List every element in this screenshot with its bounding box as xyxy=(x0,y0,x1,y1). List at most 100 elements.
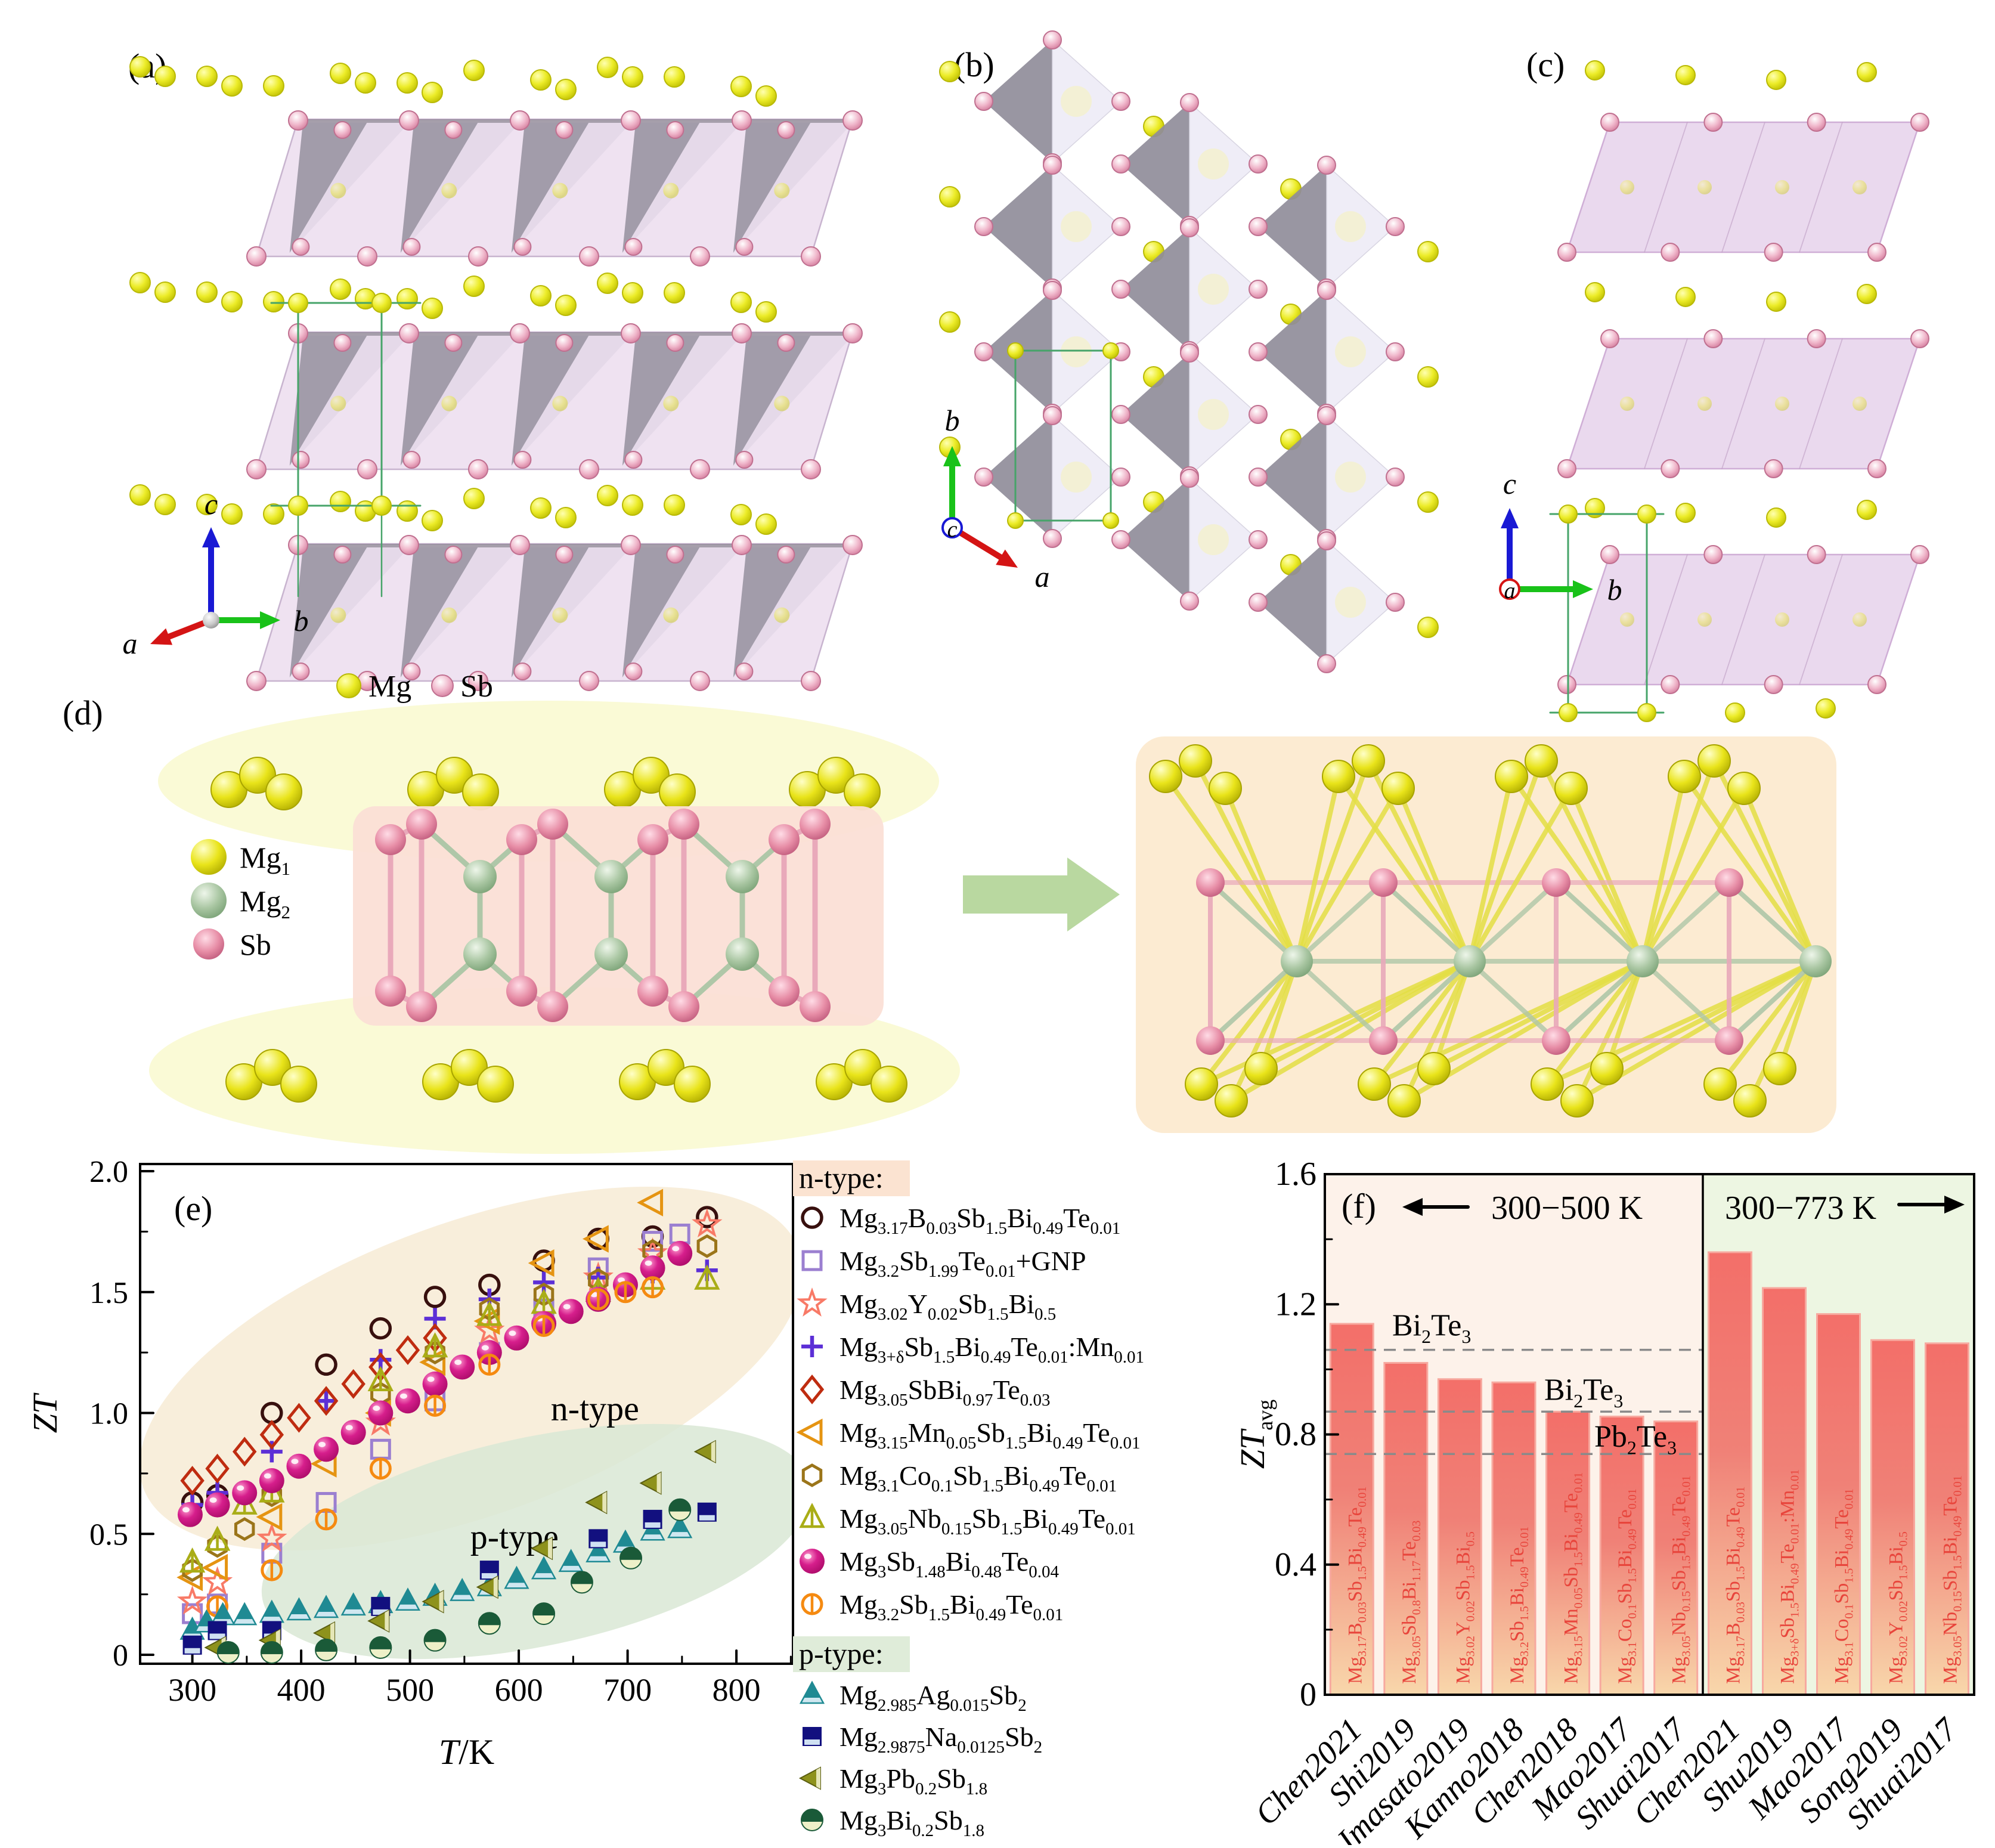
atom-sphere xyxy=(1542,1026,1570,1055)
atom-sphere xyxy=(1386,342,1405,361)
atom-sphere xyxy=(1600,113,1619,132)
atom-sphere xyxy=(777,121,795,139)
atom-sphere xyxy=(1675,503,1696,523)
marker-circle-vline-open xyxy=(261,1559,283,1581)
atom-sphere xyxy=(774,395,790,411)
bond-line xyxy=(1742,786,1818,964)
bond-line xyxy=(1718,959,1818,1086)
atom-sphere xyxy=(777,546,795,564)
atom-sphere xyxy=(1111,92,1130,111)
atom-sphere xyxy=(1703,113,1723,132)
legend-mg-label: Mg xyxy=(368,670,411,704)
atom-sphere xyxy=(1590,1052,1624,1085)
atom-sphere xyxy=(732,535,752,555)
y-tick-label: 0.8 xyxy=(1275,1416,1316,1453)
marker-plus xyxy=(801,1336,823,1357)
atom-sphere xyxy=(1180,218,1199,237)
marker-tri-up-half xyxy=(640,1517,665,1541)
atom-sphere xyxy=(594,860,628,893)
atom-sphere xyxy=(1043,406,1062,425)
atom-sphere xyxy=(1557,675,1576,694)
x-tick-label: 800 xyxy=(712,1672,761,1708)
atom-sphere xyxy=(330,395,346,411)
atom-sphere xyxy=(1111,468,1130,487)
series-13 xyxy=(216,1498,692,1664)
atom-sphere xyxy=(336,673,361,698)
marker-sphere xyxy=(504,1325,529,1351)
atom-sphere xyxy=(1007,342,1024,359)
atom-sphere xyxy=(666,546,684,564)
marker-star-open xyxy=(256,1522,287,1552)
atom-sphere xyxy=(1675,65,1696,85)
marker-tri-left-filled xyxy=(798,1766,821,1790)
atom-sphere xyxy=(1249,342,1268,361)
atom-sphere xyxy=(1317,654,1336,673)
atom-sphere xyxy=(1358,1067,1391,1101)
atom-sphere xyxy=(129,484,151,506)
atom-sphere xyxy=(129,56,151,78)
atom-sphere xyxy=(1215,1084,1248,1118)
atom-sphere xyxy=(333,334,352,352)
marker-tri-left-filled xyxy=(367,1609,390,1633)
marker-sphere xyxy=(259,1468,284,1494)
marker-tri-left-open xyxy=(582,1225,609,1253)
atom-sphere xyxy=(1209,772,1242,805)
marker-sphere xyxy=(177,1502,203,1527)
atom-sphere xyxy=(800,809,831,840)
legend-header: n-type: xyxy=(799,1161,884,1194)
marker-plus xyxy=(261,1441,283,1463)
atom-sphere xyxy=(263,75,284,97)
x-tick-label: 600 xyxy=(495,1672,543,1708)
atom-sphere xyxy=(196,281,218,303)
atom-sphere xyxy=(506,824,537,855)
atom-sphere xyxy=(1249,593,1268,612)
marker-plus xyxy=(315,1390,337,1412)
atom-sphere xyxy=(1180,592,1199,611)
polyhedra-diamond xyxy=(1249,406,1439,548)
atom-sphere xyxy=(939,61,961,82)
atom-sphere xyxy=(1249,468,1268,487)
atom-sphere xyxy=(451,1049,488,1086)
d-legend-label: Mg2 xyxy=(240,884,290,923)
atom-sphere xyxy=(666,334,684,352)
marker-tri-left-open xyxy=(637,1188,664,1216)
atom-sphere xyxy=(402,238,421,256)
bond-line xyxy=(1748,959,1818,1103)
marker-tri-up-half xyxy=(232,1602,258,1626)
atom-sphere xyxy=(624,451,643,469)
marker-tri-up-half xyxy=(799,1680,825,1704)
slab-c xyxy=(1557,113,1929,262)
bond-line xyxy=(1259,959,1472,1071)
y-tick-label: 2.0 xyxy=(89,1155,128,1189)
bond-line xyxy=(1381,880,1472,964)
unit-cell-b xyxy=(1007,342,1119,529)
bond-line xyxy=(1604,959,1645,1071)
bar-Imasato2019 xyxy=(1437,1378,1482,1696)
bar-formula-label: Mg3.2Sb1.5Bi0.49Te0.01 xyxy=(1507,1527,1531,1684)
marker-diamond-open xyxy=(395,1335,420,1366)
atom-sphere xyxy=(726,937,759,971)
marker-star-open xyxy=(692,1208,723,1238)
atom-sphere xyxy=(1637,703,1656,722)
panel-b-crystal-structure: c b a xyxy=(939,30,1439,673)
atom-sphere xyxy=(1585,282,1605,302)
atom-sphere xyxy=(974,217,993,236)
atom-sphere xyxy=(871,1066,907,1103)
bar-formula-label: Mg3.17B0.03Sb1.5Bi0.49Te0.01 xyxy=(1345,1487,1369,1684)
atom-sphere xyxy=(265,773,302,810)
legend-item-label: Mg3.2Sb1.99Te0.01+GNP xyxy=(839,1246,1086,1281)
atom-sphere xyxy=(674,1066,711,1103)
bond-line xyxy=(1721,122,1765,253)
atom-sphere xyxy=(1725,702,1745,723)
marker-circle-open xyxy=(423,1286,447,1308)
marker-tri-left-open xyxy=(796,1418,823,1447)
marker-circle-vline-open xyxy=(315,1508,337,1531)
atom-sphere xyxy=(801,246,821,267)
x-axis-label: T/K xyxy=(439,1732,494,1772)
axis-b-label: b xyxy=(1607,573,1622,606)
legend-item-label: Mg3.05SbBi0.97Te0.03 xyxy=(839,1375,1051,1410)
atom-sphere xyxy=(1675,287,1696,307)
atom-sphere xyxy=(621,323,641,343)
atom-sphere xyxy=(375,976,406,1007)
atom-sphere xyxy=(1775,180,1789,194)
